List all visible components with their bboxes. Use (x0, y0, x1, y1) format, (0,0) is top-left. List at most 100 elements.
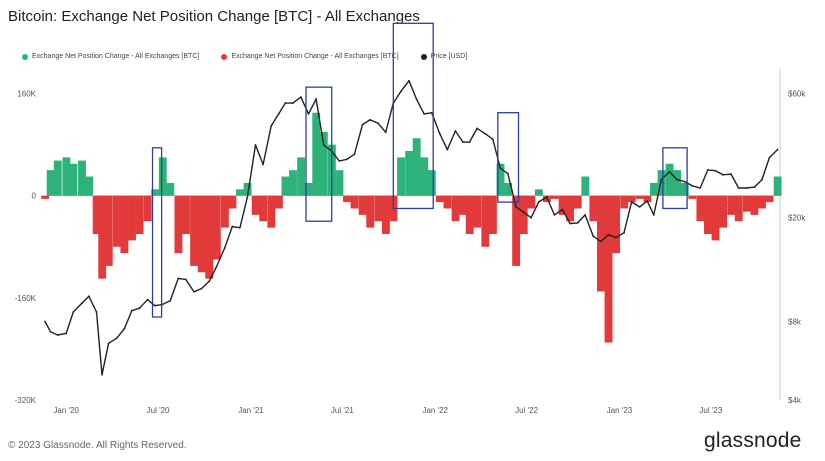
inflow-bar (657, 170, 666, 196)
outflow-bar (473, 195, 482, 228)
outflow-bar (104, 195, 113, 266)
price-point (476, 127, 479, 130)
outflow-bar (704, 195, 712, 234)
price-point (706, 169, 709, 171)
outflow-bar (604, 195, 613, 343)
price-point (776, 148, 779, 151)
price-point (154, 304, 156, 307)
inflow-bar (78, 160, 86, 196)
price-point (584, 214, 587, 216)
inflow-bar (158, 157, 167, 196)
page-title: Bitcoin: Exchange Net Position Change [B… (8, 8, 420, 25)
price-point (415, 98, 418, 100)
outflow-bar (620, 195, 629, 209)
legend-item-inflow[interactable]: Exchange Net Position Change - All Excha… (22, 53, 199, 60)
price-point (56, 334, 59, 336)
outflow-bar (350, 195, 359, 209)
outflow-bar (488, 195, 497, 234)
outflow-bar (519, 195, 528, 234)
price-point (322, 144, 325, 146)
price-point (270, 124, 273, 127)
price-point (638, 206, 641, 208)
price-point (399, 90, 402, 93)
outflow-bar (228, 195, 237, 209)
outflow-bar (92, 195, 101, 234)
price-point (353, 153, 356, 156)
outflow-bar (711, 195, 720, 241)
price-point (315, 98, 317, 100)
x-tick-label: Jul '21 (331, 406, 354, 415)
price-point (49, 330, 52, 333)
outflow-bar (597, 195, 605, 292)
outflow-bar (205, 195, 214, 279)
outflow-bar (465, 195, 474, 234)
price-point (599, 240, 602, 243)
outflow-bar (635, 195, 644, 199)
outflow-bar (566, 195, 575, 222)
outflow-bar (128, 195, 136, 241)
outflow-bar (112, 195, 121, 247)
highlight-box (497, 112, 520, 203)
price-point (177, 277, 180, 280)
legend-label: Exchange Net Position Change - All Excha… (231, 53, 399, 60)
inflow-bar (297, 157, 306, 196)
inflow-bar (405, 151, 414, 196)
inflow-bar (420, 157, 429, 196)
x-tick-label: Jul '22 (515, 406, 538, 415)
price-point (238, 226, 241, 229)
price-point (699, 187, 702, 189)
legend-item-price[interactable]: Price [USD] (420, 53, 467, 60)
inflow-bar (62, 157, 71, 196)
price-point (652, 214, 655, 216)
outflow-bar (120, 195, 129, 254)
highlight-box (151, 147, 163, 318)
inflow-bar (69, 163, 78, 196)
price-point (277, 113, 280, 115)
outflow-bar (696, 195, 705, 222)
inflow-bar (335, 170, 344, 196)
y-left-tick-label: -160K (15, 294, 37, 303)
x-tick-label: Jan '23 (607, 406, 633, 415)
outflow-bar (274, 195, 283, 209)
price-point (300, 96, 302, 99)
chart-legend: Exchange Net Position Change - All Excha… (22, 53, 467, 60)
price-point (499, 167, 502, 169)
outflow-bar (459, 195, 468, 215)
outflow-bar (197, 195, 206, 273)
price-point (254, 144, 257, 146)
outflow-bar (742, 195, 751, 212)
y-right-tick-label: $60k (788, 89, 806, 98)
outflow-bar (343, 195, 351, 203)
outflow-bar (374, 195, 383, 222)
price-point (454, 130, 457, 132)
price-point (130, 309, 133, 312)
price-point (691, 184, 694, 187)
outflow-bar (719, 195, 728, 228)
y-right-tick-label: $4k (788, 396, 802, 405)
price-point (438, 132, 441, 135)
inflow-bar (236, 189, 244, 196)
price-point (65, 332, 68, 335)
price-point (384, 131, 387, 134)
price-point (184, 278, 187, 281)
y-right-tick-label: $20k (788, 214, 806, 223)
price-point (668, 170, 671, 173)
outflow-bar (734, 195, 743, 222)
legend-item-outflow[interactable]: Exchange Net Position Change - All Excha… (221, 53, 399, 60)
outflow-bar (527, 195, 536, 209)
outflow-bar (267, 195, 276, 228)
price-point (307, 113, 310, 115)
outflow-bar (220, 195, 229, 228)
inflow-bar (319, 131, 328, 196)
inflow-bar (397, 157, 405, 196)
price-point (377, 122, 380, 125)
price-point (630, 200, 633, 203)
price-point (753, 186, 756, 189)
price-point (462, 141, 464, 143)
price-point (88, 295, 90, 298)
price-point (730, 173, 732, 175)
outflow-bar (135, 195, 144, 234)
price-point (714, 169, 717, 172)
price-point (660, 178, 663, 181)
